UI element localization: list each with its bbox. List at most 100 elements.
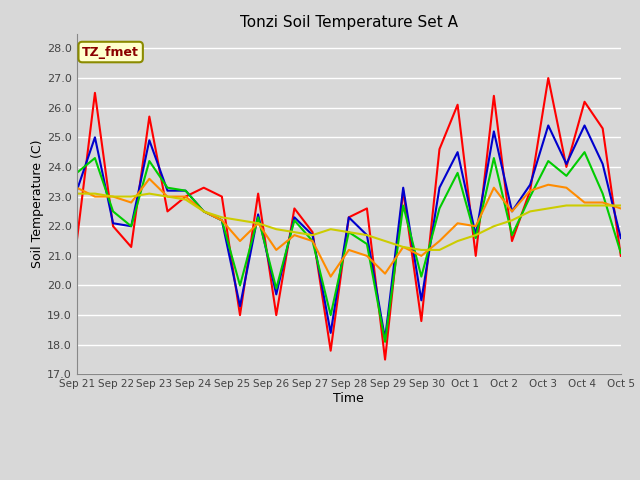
4cm [399,185,407,191]
2cm [291,205,298,211]
16cm [599,200,607,205]
8cm [73,170,81,176]
16cm [580,200,588,205]
16cm [236,238,244,244]
4cm [182,188,189,193]
Title: Tonzi Soil Temperature Set A: Tonzi Soil Temperature Set A [240,15,458,30]
4cm [490,129,498,134]
4cm [73,188,81,193]
8cm [454,170,461,176]
8cm [182,188,189,193]
16cm [164,194,172,200]
2cm [164,208,172,214]
4cm [327,330,335,336]
32cm [508,217,516,223]
2cm [508,238,516,244]
16cm [145,176,153,182]
2cm [73,238,81,244]
32cm [200,208,207,214]
16cm [545,182,552,188]
32cm [254,220,262,226]
2cm [145,114,153,120]
32cm [345,229,353,235]
4cm [236,303,244,309]
16cm [508,208,516,214]
Y-axis label: Soil Temperature (C): Soil Temperature (C) [31,140,44,268]
4cm [599,161,607,167]
8cm [399,203,407,208]
16cm [526,188,534,193]
4cm [254,212,262,217]
Line: 2cm: 2cm [77,78,621,360]
8cm [127,223,135,229]
8cm [200,208,207,214]
2cm [580,99,588,105]
32cm [127,194,135,200]
4cm [617,235,625,241]
2cm [472,253,479,259]
16cm [472,223,479,229]
8cm [617,250,625,256]
8cm [345,229,353,235]
8cm [308,238,316,244]
16cm [273,247,280,253]
8cm [436,205,444,211]
4cm [381,336,389,342]
16cm [291,232,298,238]
2cm [490,93,498,99]
16cm [490,185,498,191]
16cm [200,208,207,214]
16cm [73,185,81,191]
2cm [345,215,353,220]
32cm [472,232,479,238]
16cm [454,220,461,226]
8cm [327,312,335,318]
4cm [91,134,99,140]
4cm [218,217,226,223]
8cm [563,173,570,179]
32cm [545,205,552,211]
4cm [580,122,588,128]
8cm [164,185,172,191]
2cm [273,312,280,318]
16cm [254,220,262,226]
32cm [236,217,244,223]
8cm [363,241,371,247]
32cm [109,194,117,200]
4cm [508,208,516,214]
32cm [436,247,444,253]
8cm [526,194,534,200]
2cm [218,194,226,200]
2cm [545,75,552,81]
8cm [236,283,244,288]
2cm [563,164,570,170]
2cm [417,318,425,324]
4cm [127,223,135,229]
4cm [454,149,461,155]
32cm [182,197,189,203]
32cm [291,229,298,235]
32cm [273,226,280,232]
32cm [145,191,153,196]
32cm [580,203,588,208]
16cm [381,271,389,276]
32cm [91,191,99,196]
16cm [127,200,135,205]
2cm [599,126,607,132]
4cm [363,232,371,238]
8cm [91,155,99,161]
32cm [563,203,570,208]
2cm [308,229,316,235]
4cm [563,161,570,167]
32cm [363,232,371,238]
32cm [327,226,335,232]
16cm [327,274,335,279]
Text: TZ_fmet: TZ_fmet [82,46,139,59]
Line: 8cm: 8cm [77,152,621,342]
2cm [454,102,461,108]
32cm [454,238,461,244]
4cm [472,232,479,238]
32cm [526,208,534,214]
8cm [291,217,298,223]
8cm [109,208,117,214]
